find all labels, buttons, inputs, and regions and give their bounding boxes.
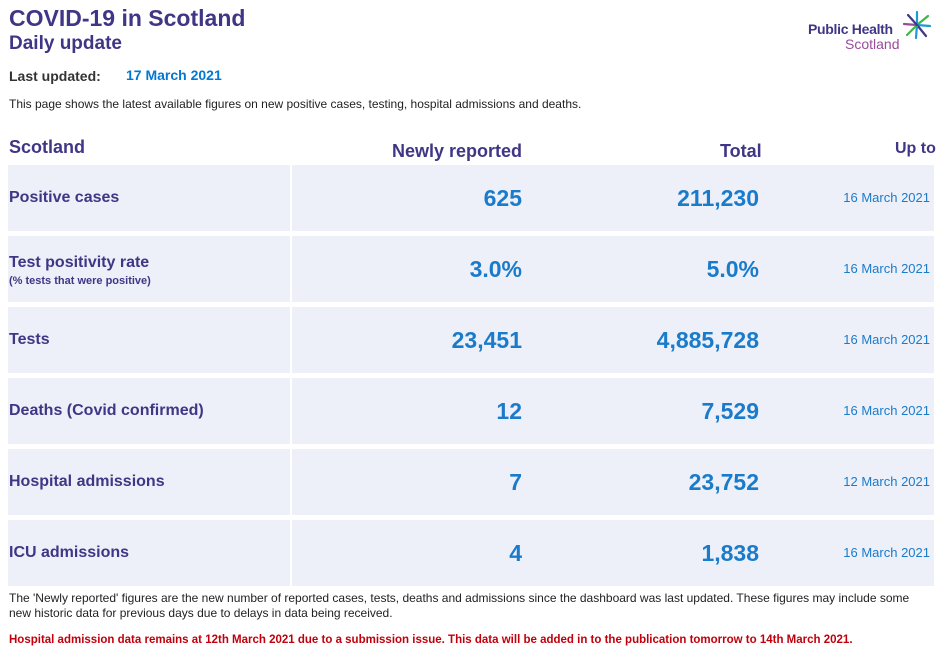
table-row-tests: Tests 23,451 4,885,728 16 March 2021 bbox=[8, 307, 934, 373]
total-value: 7,529 bbox=[701, 398, 759, 424]
warning-notice: Hospital admission data remains at 12th … bbox=[9, 634, 853, 646]
last-updated-value: 17 March 2021 bbox=[126, 67, 222, 83]
column-header-up-to: Up to bbox=[895, 140, 936, 157]
row-sublabel: (% tests that were positive) bbox=[9, 275, 151, 287]
row-label: ICU admissions bbox=[9, 544, 130, 561]
up-to-date: 16 March 2021 bbox=[843, 261, 930, 276]
row-label: Test positivity rate bbox=[9, 254, 150, 271]
logo-line-2: Scotland bbox=[845, 36, 900, 52]
up-to-date: 16 March 2021 bbox=[843, 545, 930, 560]
footnote: The 'Newly reported' figures are the new… bbox=[9, 591, 910, 620]
total-value: 23,752 bbox=[688, 469, 759, 495]
column-header-total: Total bbox=[720, 141, 762, 161]
row-label: Positive cases bbox=[9, 189, 120, 206]
newly-reported-value: 4 bbox=[509, 540, 522, 566]
newly-reported-value: 23,451 bbox=[451, 327, 522, 353]
newly-reported-value: 7 bbox=[509, 469, 522, 495]
table-row-positive-cases: Positive cases 625 211,230 16 March 2021 bbox=[8, 165, 934, 231]
table-row-icu-admissions: ICU admissions 4 1,838 16 March 2021 bbox=[8, 520, 934, 586]
logo-line-1: Public Health bbox=[808, 21, 893, 37]
total-value: 1,838 bbox=[701, 540, 759, 566]
logo-star-icon bbox=[902, 10, 932, 40]
row-label: Deaths (Covid confirmed) bbox=[9, 402, 204, 419]
total-value: 5.0% bbox=[706, 256, 759, 282]
newly-reported-value: 3.0% bbox=[469, 256, 522, 282]
row-label: Tests bbox=[9, 331, 50, 348]
column-header-newly-reported: Newly reported bbox=[392, 141, 523, 161]
column-header-region: Scotland bbox=[9, 137, 86, 157]
up-to-date: 16 March 2021 bbox=[843, 190, 930, 205]
up-to-date: 12 March 2021 bbox=[843, 474, 930, 489]
public-health-scotland-logo: Public Health Scotland bbox=[808, 10, 938, 56]
page-title: COVID-19 in Scotland bbox=[9, 5, 246, 31]
table-row-deaths: Deaths (Covid confirmed) 12 7,529 16 Mar… bbox=[8, 378, 934, 444]
total-value: 211,230 bbox=[677, 185, 759, 211]
last-updated-label: Last updated: bbox=[9, 68, 101, 84]
up-to-date: 16 March 2021 bbox=[843, 403, 930, 418]
table-row-test-positivity: Test positivity rate (% tests that were … bbox=[8, 236, 934, 302]
intro-text: This page shows the latest available fig… bbox=[9, 97, 582, 111]
row-label: Hospital admissions bbox=[9, 473, 165, 490]
newly-reported-value: 625 bbox=[483, 185, 522, 211]
page-subtitle: Daily update bbox=[9, 33, 122, 54]
up-to-date: 16 March 2021 bbox=[843, 332, 930, 347]
total-value: 4,885,728 bbox=[656, 327, 759, 353]
table-row-hospital-admissions: Hospital admissions 7 23,752 12 March 20… bbox=[8, 449, 934, 515]
newly-reported-value: 12 bbox=[496, 398, 522, 424]
